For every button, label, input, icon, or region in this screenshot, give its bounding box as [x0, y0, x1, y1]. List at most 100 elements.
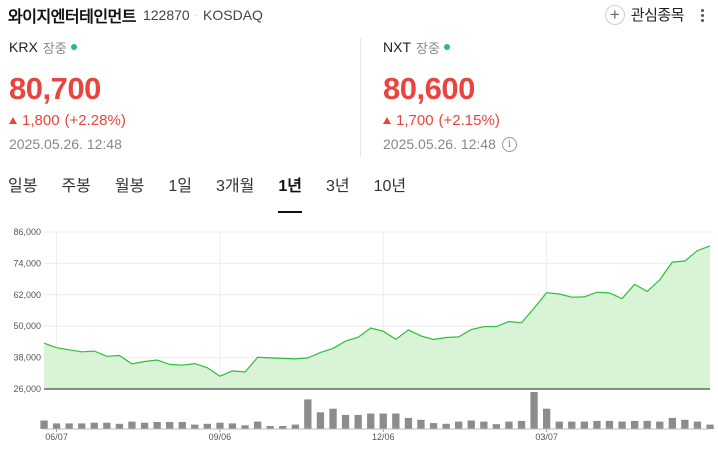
tab-3-months[interactable]: 3개월 — [215, 178, 255, 195]
price-area — [43, 245, 711, 390]
more-vertical-icon[interactable] — [694, 6, 710, 24]
volume-bar — [492, 424, 500, 429]
price-area-fill — [44, 245, 710, 389]
change-amount: 1,700 — [396, 111, 434, 129]
price-change: 1,700 (+2.15%) — [383, 111, 718, 129]
volume-bar — [429, 423, 438, 429]
volume-bar — [78, 423, 86, 429]
current-price: 80,700 — [9, 71, 101, 106]
volume-bar — [279, 426, 287, 429]
volume-bar — [593, 420, 601, 429]
volume-bar — [643, 420, 651, 429]
y-tick-label: 38,000 — [13, 353, 41, 363]
volume-bar — [505, 421, 513, 429]
company-name[interactable]: 와이지엔터테인먼트 — [8, 9, 136, 26]
volume-bar — [354, 414, 362, 429]
volume-bar — [580, 421, 588, 429]
x-tick-label: 03/07 — [535, 432, 558, 442]
volume-bar — [90, 422, 98, 429]
watchlist-label: 관심종목 — [630, 7, 685, 24]
live-status-dot — [443, 44, 450, 50]
tab-weekly[interactable]: 주봉 — [61, 178, 91, 195]
volume-bar — [40, 420, 48, 429]
change-percent: (+2.28%) — [64, 111, 126, 129]
current-price: 80,600 — [383, 71, 475, 106]
volume-bar — [254, 421, 262, 429]
add-watchlist-button[interactable]: + 관심종목 — [604, 4, 685, 25]
volume-bar — [442, 423, 450, 429]
tab-10-years[interactable]: 10년 — [373, 178, 407, 195]
price-chart-svg: 86,000 74,000 62,000 50,000 38,000 26,000 06/… — [13, 227, 714, 442]
volume-bar — [140, 422, 149, 429]
tab-3-years[interactable]: 3년 — [325, 178, 350, 195]
plus-icon: + — [604, 4, 625, 25]
y-tick-label: 86,000 — [13, 227, 41, 237]
tab-daily[interactable]: 일봉 — [8, 178, 38, 195]
volume-bar — [341, 414, 350, 429]
y-tick-label: 74,000 — [13, 258, 41, 268]
x-tick-label: 12/06 — [372, 432, 395, 442]
market-status: 장중 — [42, 40, 67, 56]
volume-bar — [417, 419, 425, 430]
volume-bar — [543, 408, 551, 430]
change-percent: (+2.15%) — [438, 111, 500, 129]
volume-bar — [216, 422, 224, 429]
volume-bar — [555, 421, 563, 429]
volume-bar — [367, 413, 375, 429]
quote-timestamp: 2025.05.26. 12:48 — [9, 135, 349, 153]
tab-1-year[interactable]: 1년 — [278, 175, 302, 213]
volume-bar — [392, 413, 400, 429]
volume-bar — [52, 423, 61, 429]
volume-bar — [517, 420, 526, 429]
volume-bar — [166, 422, 174, 429]
separator-dot: · — [194, 9, 199, 21]
volume-bar — [266, 426, 274, 429]
tab-monthly[interactable]: 월봉 — [114, 178, 145, 195]
volume-bar — [291, 424, 299, 429]
price-chart[interactable]: 86,000 74,000 62,000 50,000 38,000 26,000 06/… — [0, 222, 718, 449]
volume-bar — [228, 423, 237, 429]
live-status-dot — [70, 44, 77, 50]
volume-bar — [530, 392, 538, 429]
volume-bar — [103, 422, 111, 429]
volume-bar — [191, 424, 199, 429]
tab-1-day[interactable]: 1일 — [168, 178, 192, 195]
price-line — [43, 245, 711, 377]
y-axis-ticks: 86,000 74,000 62,000 50,000 38,000 26,000 — [13, 227, 41, 394]
volume-bar — [404, 417, 413, 429]
y-tick-label: 50,000 — [13, 321, 41, 331]
volume-bar — [178, 422, 186, 429]
volume-bar — [480, 421, 488, 429]
volume-bar — [128, 421, 136, 429]
stock-code: 122870 — [142, 7, 190, 23]
nxt-quote-panel: NXT 장중 80,600 1,700 (+2.15%) 2025.05.26.… — [383, 38, 718, 160]
volume-bar — [316, 412, 325, 429]
krx-exchange-row: KRX 장중 — [9, 38, 349, 56]
volume-bar — [693, 421, 702, 429]
volume-bar — [203, 423, 211, 429]
krx-quote-panel: KRX 장중 80,700 1,800 (+2.28%) 2025.05.26.… — [9, 38, 349, 160]
volume-bar — [304, 399, 312, 429]
market-name: KOSDAQ — [203, 7, 263, 23]
volume-bar — [455, 421, 463, 429]
up-triangle-icon — [383, 116, 391, 124]
x-tick-label: 06/07 — [45, 432, 68, 442]
y-tick-label: 62,000 — [13, 290, 41, 300]
nxt-exchange-row: NXT 장중 — [383, 38, 718, 56]
price-change: 1,800 (+2.28%) — [9, 111, 349, 129]
volume-bar — [668, 417, 676, 429]
exchange-name: KRX — [9, 39, 38, 55]
volume-bar — [115, 423, 124, 429]
stock-header: 와이지엔터테인먼트 122870 · KOSDAQ + 관심종목 — [8, 4, 710, 26]
volume-bar — [241, 425, 249, 429]
volume-bar — [656, 421, 664, 429]
market-status: 장중 — [416, 40, 440, 56]
info-icon[interactable]: i — [501, 136, 517, 152]
volume-bar — [467, 420, 475, 429]
volume-bar — [329, 408, 337, 430]
x-tick-label: 09/06 — [209, 432, 232, 442]
timestamp-text: 2025.05.26. 12:48 — [383, 136, 496, 152]
x-axis-ticks: 06/07 09/06 12/06 03/07 — [45, 432, 558, 442]
panel-divider — [360, 38, 361, 156]
volume-bar — [681, 419, 689, 430]
